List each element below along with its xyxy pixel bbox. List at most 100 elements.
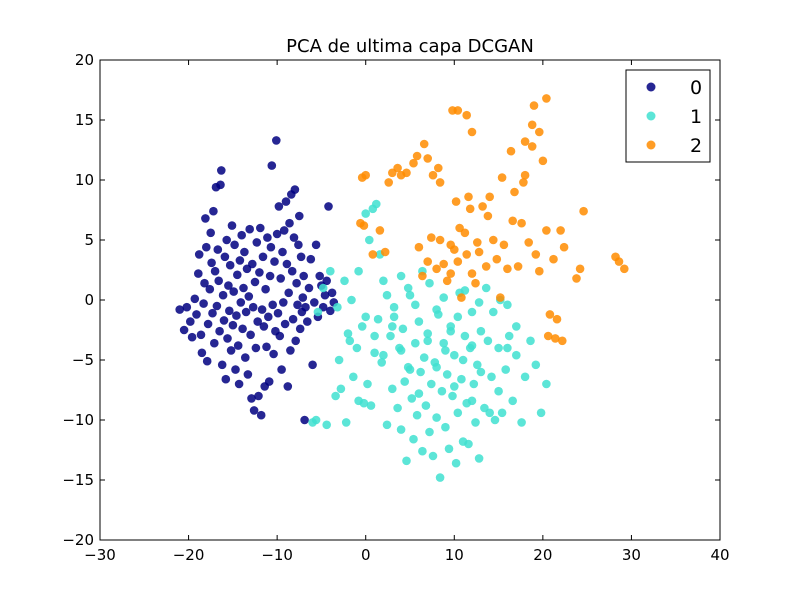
data-point	[575, 264, 585, 274]
data-point	[352, 343, 362, 353]
data-point	[614, 257, 624, 266]
data-point	[451, 458, 461, 468]
x-tick-label: 0	[361, 546, 371, 564]
data-point	[402, 456, 411, 466]
data-point	[259, 322, 269, 331]
data-point	[467, 269, 477, 278]
y-tick-label: −10	[62, 411, 94, 429]
data-point	[506, 146, 516, 156]
data-point	[465, 204, 475, 214]
data-point	[343, 329, 353, 338]
data-point	[366, 401, 376, 410]
data-point	[179, 325, 189, 335]
x-tick-label: −20	[173, 546, 205, 564]
data-point	[527, 142, 537, 151]
data-point	[377, 358, 387, 367]
x-tick-label: −30	[84, 546, 116, 564]
data-point	[291, 336, 301, 346]
x-tick-label: 20	[533, 546, 552, 564]
data-point	[201, 214, 210, 223]
data-point	[368, 250, 378, 259]
data-point	[442, 370, 452, 379]
data-point	[428, 170, 438, 180]
data-point	[283, 382, 293, 391]
data-point	[538, 156, 548, 166]
data-point	[450, 382, 459, 391]
data-point	[248, 259, 257, 269]
data-point	[489, 307, 498, 317]
data-point	[289, 233, 299, 242]
data-point	[457, 293, 466, 302]
data-point	[418, 446, 427, 456]
data-point	[508, 396, 517, 406]
data-point	[280, 319, 290, 329]
data-point	[347, 295, 356, 305]
data-point	[296, 252, 306, 262]
data-point	[182, 302, 192, 312]
data-point	[256, 410, 266, 420]
data-point	[243, 370, 253, 379]
data-point	[324, 202, 333, 211]
data-point	[423, 336, 433, 346]
data-point	[510, 187, 519, 197]
data-point	[266, 242, 276, 252]
data-point	[197, 348, 207, 358]
data-point	[186, 317, 195, 326]
data-point	[414, 242, 424, 252]
data-point	[388, 322, 397, 331]
data-point	[545, 310, 555, 319]
data-point	[439, 293, 449, 302]
data-point	[299, 271, 309, 281]
data-point	[208, 308, 217, 318]
data-point	[311, 240, 321, 250]
data-point	[365, 235, 374, 245]
data-point	[520, 170, 530, 180]
y-tick-label: −20	[62, 531, 94, 549]
data-point	[542, 226, 551, 235]
data-point	[320, 290, 330, 300]
legend-label: 1	[690, 106, 702, 128]
data-point	[517, 218, 526, 228]
data-point	[423, 257, 433, 266]
data-point	[340, 276, 349, 286]
data-point	[250, 277, 260, 287]
data-point	[263, 233, 272, 242]
data-point	[190, 294, 200, 304]
data-point	[536, 408, 546, 418]
data-point	[322, 420, 332, 430]
data-point	[483, 211, 493, 221]
data-point	[273, 308, 283, 318]
data-point	[246, 330, 255, 340]
data-point	[326, 306, 335, 316]
data-point	[345, 336, 355, 346]
legend-marker	[646, 111, 656, 121]
data-point	[411, 300, 420, 310]
data-point	[620, 264, 629, 274]
data-point	[382, 420, 392, 430]
data-point	[494, 386, 503, 396]
data-point	[270, 257, 279, 266]
data-point	[481, 262, 491, 271]
data-point	[432, 362, 441, 372]
data-point	[520, 372, 530, 382]
legend-marker	[646, 82, 656, 92]
x-tick-label: 40	[710, 546, 729, 564]
data-point	[359, 221, 369, 230]
data-point	[434, 163, 443, 173]
x-tick-label: −10	[261, 546, 293, 564]
data-point	[326, 266, 335, 276]
data-point	[418, 271, 427, 281]
data-point	[462, 110, 472, 120]
data-point	[398, 324, 408, 334]
legend-box	[625, 69, 711, 163]
data-point	[292, 278, 301, 288]
data-point	[279, 298, 288, 307]
data-point	[535, 266, 544, 276]
data-point	[497, 173, 507, 182]
data-point	[361, 209, 371, 218]
y-tick-label: 5	[84, 231, 94, 249]
data-point	[531, 360, 541, 370]
data-point	[359, 398, 369, 408]
data-point	[241, 353, 250, 362]
data-point	[334, 355, 344, 365]
